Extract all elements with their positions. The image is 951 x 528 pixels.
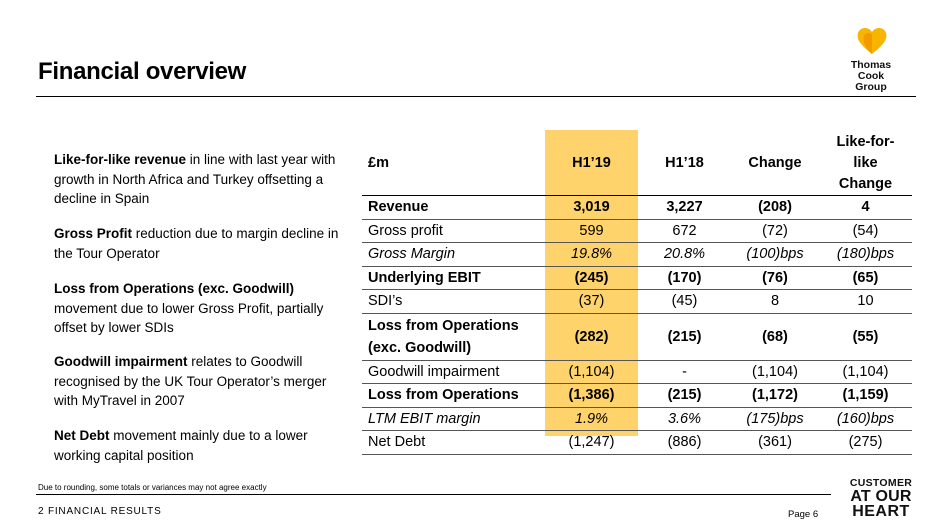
cell-lfl: 4 — [819, 195, 912, 219]
bullet-heading: Loss from Operations (exc. Goodwill) — [54, 281, 295, 296]
thomas-cook-logo: Thomas Cook Group — [838, 22, 904, 93]
cell-change: (1,172) — [731, 383, 819, 407]
row-label: Loss from Operations — [362, 383, 545, 407]
cell-h119: (282) — [545, 312, 638, 360]
cell-h119: 599 — [545, 218, 638, 243]
logo-text-line1: Thomas Cook — [850, 59, 892, 82]
page-number: Page 6 — [788, 509, 819, 520]
bullet-heading: Like-for-like revenue — [54, 152, 187, 167]
title-divider — [36, 96, 916, 97]
cell-lfl: (275) — [819, 430, 912, 455]
cell-change: (72) — [731, 218, 819, 243]
header-h118: H1’18 — [665, 155, 704, 171]
bullet-net-debt: Net Debt movement mainly due to a lower … — [54, 426, 354, 465]
bullet-text: reduction due to margin decline in the T… — [54, 226, 339, 261]
cell-h118: 672 — [638, 218, 731, 243]
cell-h119: (1,104) — [545, 359, 638, 384]
cell-change: (68) — [731, 312, 819, 360]
row-label: Gross profit — [362, 218, 545, 243]
page-title: Financial overview — [38, 58, 247, 85]
cell-h119: (1,247) — [545, 430, 638, 455]
cell-h119: 3,019 — [545, 195, 638, 219]
bullet-revenue: Like-for-like revenue in line with last … — [54, 150, 354, 209]
cell-lfl: (54) — [819, 218, 912, 243]
row-label: LTM EBIT margin — [362, 406, 545, 431]
cell-h118: (215) — [638, 383, 731, 407]
table-row: Loss from Operations (exc. Goodwill) (28… — [362, 312, 912, 360]
cell-change: (1,104) — [731, 359, 819, 384]
table-row: Loss from Operations (1,386) (215) (1,17… — [362, 383, 912, 407]
cell-h119: (37) — [545, 289, 638, 313]
cell-h119: (1,386) — [545, 383, 638, 407]
table-row: Goodwill impairment (1,104) - (1,104) (1… — [362, 359, 912, 384]
cell-h118: 3.6% — [638, 406, 731, 431]
header-h119: H1’19 — [572, 155, 611, 171]
cell-lfl: 10 — [819, 289, 912, 313]
cell-lfl: (1,159) — [819, 383, 912, 407]
cell-h118: (215) — [638, 312, 731, 360]
row-label: Gross Margin — [362, 242, 545, 266]
bullet-text: in line with last year with growth in No… — [54, 152, 336, 206]
table-row: Underlying EBIT (245) (170) (76) (65) — [362, 265, 912, 290]
bullet-loss-from-operations: Loss from Operations (exc. Goodwill) mov… — [54, 279, 354, 338]
financial-table: £m H1’19 H1’18 Change Like-for-like Chan… — [362, 132, 912, 455]
cell-lfl: (55) — [819, 312, 912, 360]
cell-change: (100)bps — [731, 242, 819, 266]
table-row: Gross profit 599 672 (72) (54) — [362, 218, 912, 243]
tagline-line3: HEART — [852, 503, 910, 520]
tagline-line2: AT OUR — [850, 488, 912, 505]
bullet-text: movement due to lower Gross Profit, part… — [54, 300, 324, 336]
cell-change: (208) — [731, 195, 819, 219]
header-change: Change — [748, 155, 802, 171]
bullet-text: relates to Goodwill recognised by the UK… — [54, 354, 327, 408]
bullet-gross-profit: Gross Profit reduction due to margin dec… — [54, 224, 354, 263]
cell-h119: (245) — [545, 265, 638, 290]
cell-h118: (170) — [638, 265, 731, 290]
row-label: Net Debt — [362, 430, 545, 455]
row-label: Loss from Operations (exc. Goodwill) — [362, 312, 545, 360]
cell-h119: 19.8% — [545, 242, 638, 266]
table-header-row: £m H1’19 H1’18 Change Like-for-like Chan… — [362, 132, 912, 196]
table-row: LTM EBIT margin 1.9% 3.6% (175)bps (160)… — [362, 406, 912, 431]
row-label: Goodwill impairment — [362, 359, 545, 384]
bullet-text: movement mainly due to a lower working c… — [54, 428, 308, 463]
customer-at-our-heart-tagline: CUSTOMER AT OUR HEART — [846, 477, 916, 520]
logo-text-line2: Group — [855, 81, 887, 93]
cell-change: (175)bps — [731, 406, 819, 431]
bullet-heading: Net Debt — [54, 428, 110, 443]
header-lfl-change: Like-for-like Change — [836, 134, 895, 192]
table-row: Net Debt (1,247) (886) (361) (275) — [362, 430, 912, 455]
cell-h118: 20.8% — [638, 242, 731, 266]
heart-logo-icon — [857, 27, 887, 54]
cell-h118: - — [638, 359, 731, 384]
table-row: SDI’s (37) (45) 8 10 — [362, 289, 912, 313]
cell-h119: 1.9% — [545, 406, 638, 431]
tagline-line1: CUSTOMER — [849, 477, 913, 489]
cell-h118: (886) — [638, 430, 731, 455]
row-label: SDI’s — [362, 289, 545, 313]
cell-h118: (45) — [638, 289, 731, 313]
table-row: Gross Margin 19.8% 20.8% (100)bps (180)b… — [362, 242, 912, 266]
bullet-goodwill: Goodwill impairment relates to Goodwill … — [54, 352, 354, 411]
section-label: 2 FINANCIAL RESULTS — [38, 506, 162, 517]
bullet-heading: Goodwill impairment — [54, 354, 188, 369]
row-label: Revenue — [362, 195, 545, 219]
table-row: Revenue 3,019 3,227 (208) 4 — [362, 195, 912, 219]
cell-lfl: (160)bps — [819, 406, 912, 431]
footer-divider — [36, 494, 831, 495]
header-unit: £m — [368, 155, 389, 171]
cell-change: 8 — [731, 289, 819, 313]
cell-change: (76) — [731, 265, 819, 290]
cell-lfl: (1,104) — [819, 359, 912, 384]
cell-h118: 3,227 — [638, 195, 731, 219]
rounding-footnote: Due to rounding, some totals or variance… — [38, 483, 267, 492]
cell-change: (361) — [731, 430, 819, 455]
cell-lfl: (65) — [819, 265, 912, 290]
row-label: Underlying EBIT — [362, 265, 545, 290]
cell-lfl: (180)bps — [819, 242, 912, 266]
bullet-heading: Gross Profit — [54, 226, 133, 241]
